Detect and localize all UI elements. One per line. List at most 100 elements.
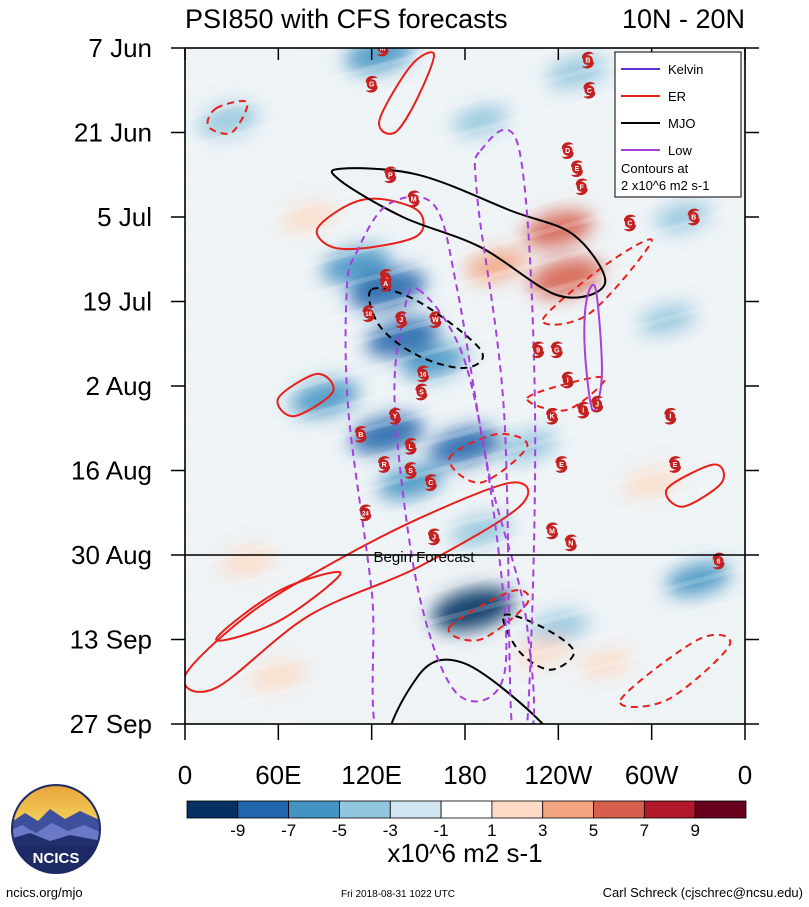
storm-label: C — [627, 221, 632, 228]
texture-stripe — [488, 655, 745, 724]
texture-stripe — [185, 48, 344, 91]
colorbar-tick-label: -5 — [332, 821, 347, 840]
x-tick-label: 0 — [178, 760, 192, 790]
texture-stripe — [185, 265, 745, 421]
colorbar-swatch — [491, 800, 544, 819]
colorbar-tick-label: 1 — [487, 821, 496, 840]
chart-title: PSI850 with CFS forecasts — [185, 4, 508, 34]
storm-center-icon — [572, 163, 582, 174]
anomaly-blob — [666, 562, 731, 597]
er-contour — [665, 463, 725, 508]
storm-center-icon — [360, 507, 371, 518]
anomaly-blob — [466, 249, 527, 282]
storm-marker: K — [546, 407, 559, 425]
storm-marker: F — [575, 178, 588, 196]
storm-label: 16 — [420, 372, 427, 378]
x-axis: 0 60E 120E 180 120W 60W 0 — [178, 48, 752, 790]
storm-center-icon — [713, 556, 724, 566]
storm-center-icon — [533, 344, 544, 355]
storm-center-icon — [380, 278, 391, 289]
storm-label: G — [369, 82, 375, 89]
storm-center-icon — [547, 411, 558, 422]
colorbar-swatch — [643, 800, 696, 819]
storm-center-icon — [551, 344, 562, 355]
storm-label: S — [383, 275, 388, 282]
latitude-band-label: 10N - 20N — [622, 4, 745, 34]
storm-center-icon — [418, 368, 428, 379]
storm-center-icon — [430, 314, 441, 325]
er-contour — [447, 589, 530, 642]
low-contour — [393, 286, 508, 703]
storm-label: 6 — [717, 559, 721, 566]
storm-center-icon — [366, 79, 377, 90]
logo-text: NCICS — [33, 850, 80, 867]
anomaly-blob — [198, 104, 259, 137]
storm-marker: N — [564, 534, 577, 552]
storm-marker: S — [404, 462, 417, 479]
storm-label: S — [419, 390, 424, 397]
anomaly-blob — [514, 636, 571, 667]
anomaly-blob — [250, 661, 307, 691]
colorbar-tick-label: -1 — [434, 821, 449, 840]
storm-markers: MGBCDEFPMCBSA18JW9G16ISJIKYIBLRSEEC24JMN… — [354, 48, 725, 570]
storm-label: I — [582, 408, 584, 415]
y-tick-label: 19 Jul — [83, 287, 152, 317]
texture-stripe — [185, 175, 745, 331]
anomaly-blob — [219, 546, 276, 576]
storm-marker: M — [407, 190, 420, 208]
storm-label: G — [554, 347, 560, 354]
low-contour — [344, 195, 536, 724]
storm-marker: M — [376, 48, 389, 57]
storm-marker: C — [623, 214, 636, 232]
storm-marker: G — [550, 341, 563, 359]
storm-label: N — [568, 540, 573, 547]
texture-stripe — [185, 475, 745, 631]
storm-center-icon — [584, 85, 595, 96]
colorbar-tick-label: 3 — [538, 821, 547, 840]
storm-label: W — [432, 317, 439, 324]
storm-center-icon — [592, 399, 603, 410]
anomaly-blob — [529, 257, 603, 297]
colorbar-swatch — [339, 800, 391, 819]
texture-stripe — [185, 565, 745, 721]
storm-marker: J — [395, 311, 408, 328]
storm-label: A — [383, 281, 388, 288]
legend: Kelvin ER MJO Low Contours at 2 x10^6 m2 s-… — [614, 51, 742, 198]
storm-marker: B — [687, 208, 700, 226]
storm-label: K — [550, 414, 555, 421]
storm-marker: M — [546, 522, 559, 540]
mjo-contour — [368, 287, 484, 369]
texture-stripe — [185, 295, 745, 451]
storm-label: E — [559, 462, 564, 469]
storm-label: E — [673, 462, 678, 469]
storm-marker: L — [404, 438, 417, 455]
y-tick-label: 2 Aug — [85, 371, 152, 401]
legend-label: MJO — [668, 116, 695, 131]
storm-center-icon — [416, 387, 427, 397]
texture-stripe — [185, 505, 745, 661]
low-contour — [583, 283, 603, 412]
forecast-marker: Begin Forecast — [185, 549, 745, 566]
storm-marker: Y — [389, 407, 401, 425]
ncics-logo: NCICS — [11, 784, 101, 874]
texture-stripe — [185, 355, 745, 511]
storm-marker: S — [415, 383, 428, 401]
storm-center-icon — [428, 531, 439, 542]
er-contour — [215, 571, 342, 642]
er-contour — [276, 372, 335, 418]
y-tick-label: 13 Sep — [70, 625, 152, 655]
storm-marker: E — [555, 456, 568, 473]
colorbar-swatch — [288, 800, 340, 819]
storm-center-icon — [355, 429, 366, 440]
storm-center-icon — [576, 181, 587, 192]
y-tick-label: 27 Sep — [70, 709, 152, 739]
storm-marker: J — [591, 395, 604, 413]
y-tick-label: 5 Jul — [97, 202, 152, 232]
storm-center-icon — [425, 477, 436, 488]
legend-label: Kelvin — [668, 62, 703, 77]
texture-stripe — [185, 445, 745, 601]
colorbar-swatch — [542, 800, 594, 819]
y-tick-label: 16 Aug — [71, 456, 152, 486]
texture-stripe — [185, 325, 745, 481]
